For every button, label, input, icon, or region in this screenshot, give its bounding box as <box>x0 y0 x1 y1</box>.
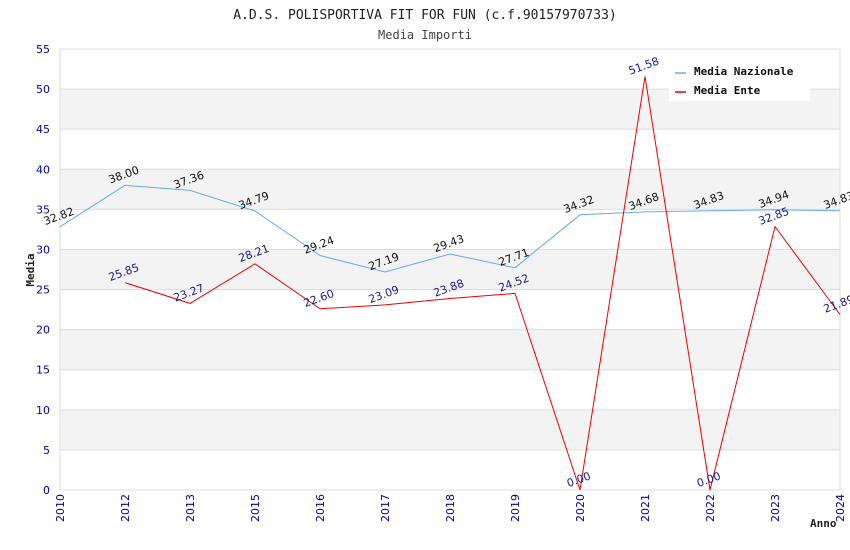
x-tick-label: 2021 <box>639 494 652 522</box>
y-tick-label: 0 <box>43 484 50 497</box>
series-lines <box>59 76 841 491</box>
x-tick-label: 2020 <box>574 494 587 522</box>
x-axis-ticks: 2010 2012 2013 2015 2016 2017 2018 2019 2020 2021… <box>54 494 847 522</box>
y-tick-label: 30 <box>36 243 50 256</box>
y-tick-label: 45 <box>36 123 50 136</box>
y-tick-label: 15 <box>36 364 50 377</box>
x-tick-label: 2022 <box>704 494 717 522</box>
grid-band <box>60 409 840 450</box>
y-tick-label: 5 <box>43 444 50 457</box>
legend-label-media-nazionale: Media Nazionale <box>694 65 794 78</box>
series-line-media-ente <box>124 76 841 491</box>
y-axis-label: Media <box>24 253 37 286</box>
grid-bands <box>60 89 840 450</box>
y-tick-label: 50 <box>36 83 50 96</box>
y-tick-label: 40 <box>36 163 50 176</box>
x-axis-label: Anno <box>810 517 837 530</box>
data-label-media-ente: 0.00 <box>695 469 722 490</box>
chart-subtitle: Media Importi <box>378 28 472 42</box>
y-tick-label: 55 <box>36 43 50 56</box>
x-tick-label: 2015 <box>249 494 262 522</box>
chart-title: A.D.S. POLISPORTIVA FIT FOR FUN (c.f.901… <box>233 8 617 23</box>
legend: Media Nazionale Media Ente <box>669 56 810 101</box>
x-tick-label: 2013 <box>184 494 197 522</box>
y-tick-label: 35 <box>36 203 50 216</box>
x-tick-label: 2019 <box>509 494 522 522</box>
data-label-media-ente: 22.60 <box>302 287 336 310</box>
grid-band <box>60 169 840 210</box>
grid-band <box>60 249 840 290</box>
x-tick-label: 2010 <box>54 494 67 522</box>
x-tick-label: 2018 <box>444 494 457 522</box>
y-tick-label: 20 <box>36 324 50 337</box>
x-tick-label: 2023 <box>769 494 782 522</box>
x-tick-label: 2017 <box>379 494 392 522</box>
y-tick-label: 10 <box>36 404 50 417</box>
x-tick-label: 2024 <box>834 494 847 522</box>
y-axis-ticks: 0 5 10 15 20 25 30 35 40 45 50 55 <box>36 43 50 497</box>
data-label-media-ente: 51.58 <box>627 55 661 78</box>
grid-lines <box>59 48 841 491</box>
legend-label-media-ente: Media Ente <box>694 84 761 97</box>
x-tick-label: 2016 <box>314 494 327 522</box>
legend-box <box>669 56 810 101</box>
y-tick-label: 25 <box>36 284 50 297</box>
grid-band <box>60 329 840 370</box>
series-line-media-nazionale <box>59 184 841 273</box>
x-tick-label: 2012 <box>119 494 132 522</box>
